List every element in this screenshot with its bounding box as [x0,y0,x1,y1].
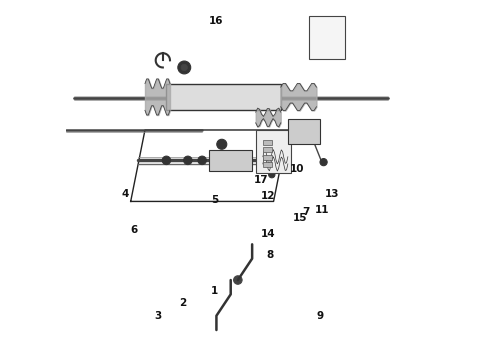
Text: 14: 14 [261,229,275,239]
Bar [263,162,272,167]
Text: 15: 15 [293,212,308,222]
Text: 16: 16 [209,16,223,26]
Circle shape [220,142,224,147]
Bar [263,155,272,159]
Text: 2: 2 [179,298,186,308]
Circle shape [198,156,206,165]
Text: 13: 13 [325,189,340,199]
Text: 7: 7 [302,207,309,217]
Text: 11: 11 [315,205,329,215]
Circle shape [289,132,294,138]
Circle shape [234,276,242,284]
Circle shape [319,47,324,52]
Text: 6: 6 [131,225,138,235]
Circle shape [217,139,227,149]
Text: 5: 5 [211,195,218,204]
Circle shape [297,125,310,138]
Bar [263,140,272,145]
Bar [309,16,345,59]
Text: 17: 17 [254,175,269,185]
Circle shape [318,35,326,43]
Bar [263,148,272,153]
Text: 9: 9 [317,311,323,321]
Circle shape [320,158,327,166]
Bar [167,84,281,111]
Circle shape [269,171,275,178]
Text: 1: 1 [211,286,218,296]
Circle shape [181,64,188,71]
Circle shape [184,156,192,165]
Circle shape [162,156,171,165]
Text: 4: 4 [122,189,129,199]
Text: 3: 3 [154,311,161,321]
Bar [256,130,292,173]
Circle shape [178,61,191,74]
Bar [209,150,252,171]
Text: 8: 8 [267,250,273,260]
Text: 10: 10 [290,164,304,174]
Text: 12: 12 [261,191,275,201]
Bar [288,119,320,144]
